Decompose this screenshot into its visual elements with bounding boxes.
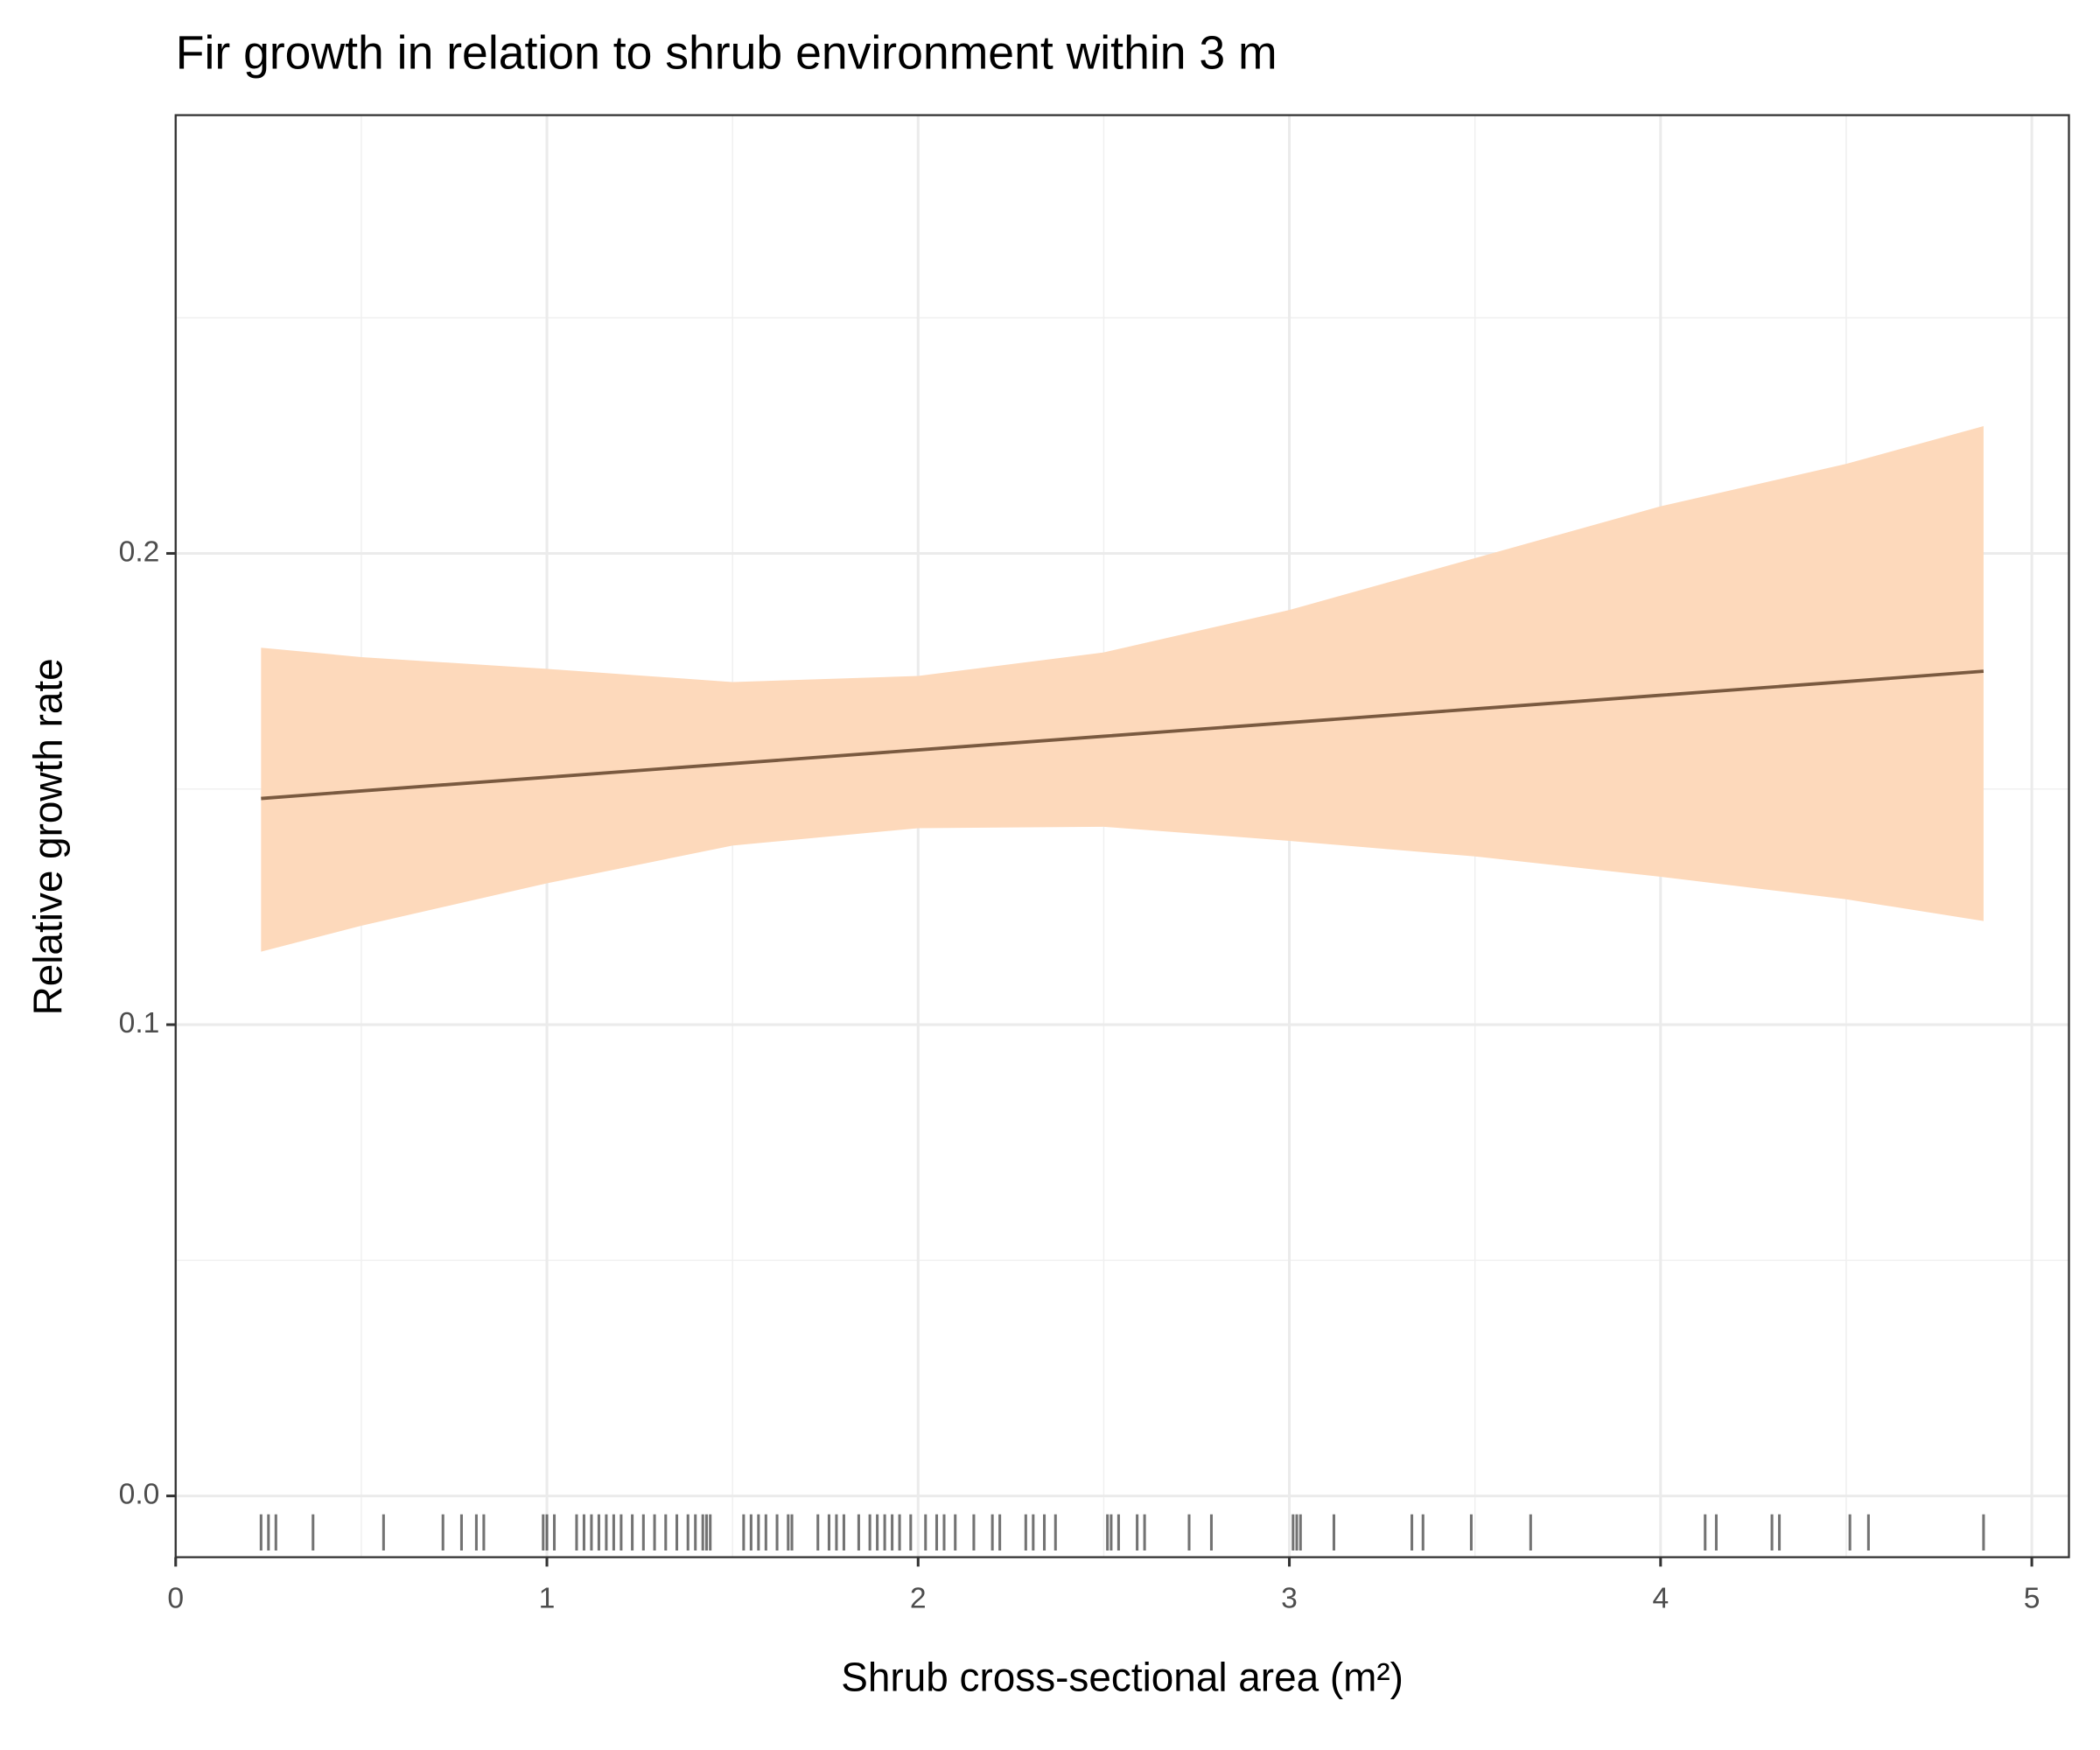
- x-tick-label: 4: [1652, 1583, 1669, 1615]
- confidence-ribbon: [261, 426, 1984, 952]
- axes: 0 1 2 3 4 5 0.0 0.1 0.2: [119, 114, 2070, 1615]
- chart-title: Fir growth in relation to shrub environm…: [176, 27, 1278, 79]
- x-axis-title: Shrub cross-sectional area (m²): [841, 1655, 1404, 1700]
- x-tick-label: 3: [1281, 1583, 1298, 1615]
- x-tick-label: 5: [2024, 1583, 2040, 1615]
- y-tick-label: 0.0: [119, 1479, 160, 1511]
- x-tick-label: 2: [910, 1583, 927, 1615]
- panel-border: [174, 114, 2070, 1558]
- fit-line: [261, 669, 1984, 801]
- marks: [259, 426, 1985, 1550]
- y-tick-label: 0.1: [119, 1007, 160, 1040]
- x-tick-label: 0: [167, 1583, 184, 1615]
- y-axis-title: Relative growth rate: [25, 658, 71, 1015]
- y-tick-label: 0.2: [119, 536, 160, 568]
- x-tick-label: 1: [539, 1583, 556, 1615]
